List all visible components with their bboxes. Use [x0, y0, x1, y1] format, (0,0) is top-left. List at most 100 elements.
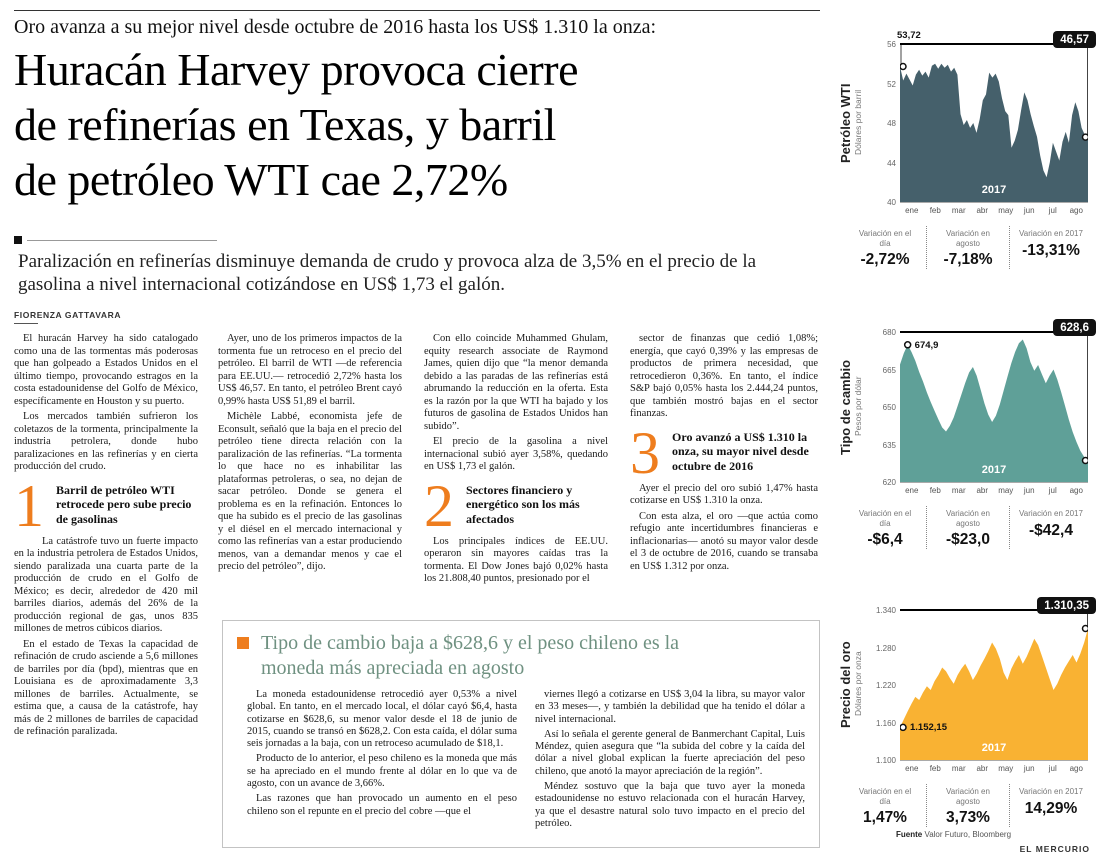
source-label: Fuente: [896, 830, 923, 839]
headline-line-3: de petróleo WTI cae 2,72%: [14, 154, 508, 205]
variation-value: 1,47%: [863, 809, 907, 826]
marker-rule: [27, 240, 217, 241]
chart-title: Petróleo WTI: [838, 83, 853, 163]
variation-label: Variación en 2017: [1019, 229, 1083, 238]
chart-subtitle: Dólares por barril: [853, 89, 863, 155]
series-end-value-badge: 46,57: [1053, 31, 1096, 48]
exchange-chart-plot: 680 665 650 635 620 674,9 628,6 2017: [883, 319, 1096, 487]
x-axis-month: mar: [951, 206, 966, 215]
chart-area-svg: [900, 612, 1088, 760]
variation-label: Variación en 2017: [1019, 509, 1083, 518]
x-axis-month: abr: [976, 206, 989, 215]
paragraph: La moneda estadounidense retrocedió ayer…: [247, 689, 517, 750]
x-axis-month: may: [998, 486, 1014, 495]
variation-cell: Variación en agosto 3,73%: [926, 784, 1009, 827]
chart-block-oro: Precio del oro Dólares por onza 1.340 1.2…: [838, 580, 1096, 838]
variation-value: -$6,4: [867, 531, 903, 548]
gold-variations: Variación en el día 1,47% Variación en ago…: [844, 784, 1092, 827]
y-axis-tick: 620: [882, 478, 896, 487]
subarticle-columns: La moneda estadounidense retrocedió ayer…: [247, 689, 805, 833]
variation-label: Variación en el día: [858, 229, 912, 248]
column-3-intro: Con ello coincide Muhammed Ghulam, equit…: [424, 333, 608, 474]
chart-block-tipo-de-cambio: Tipo de cambio Pesos por dólar 680 665 650…: [838, 302, 1096, 560]
variation-cell: Variación en 2017 -13,31%: [1009, 226, 1092, 269]
x-axis-month: may: [998, 764, 1014, 773]
gold-x-axis: ene feb mar abr may jun jul ago: [900, 764, 1088, 773]
variation-value: -2,72%: [860, 251, 910, 268]
variation-cell: Variación en 2017 14,29%: [1009, 784, 1092, 827]
chart-title: Precio del oro: [838, 641, 853, 729]
byline: FIORENZA GATTAVARA: [14, 310, 121, 324]
variation-cell: Variación en agosto -7,18%: [926, 226, 1009, 269]
headline-line-1: Huracán Harvey provoca cierre: [14, 44, 578, 95]
column-2-body: Ayer, uno de los primeros impactos de la…: [218, 333, 402, 574]
y-axis-tick: 650: [882, 403, 896, 412]
item-3-heading: Oro avanzó a US$ 1.310 la onza, su mayor…: [672, 429, 809, 473]
paragraph: Los mercados también sufrieron los colet…: [14, 411, 198, 472]
x-axis-month: jul: [1048, 206, 1057, 215]
exchange-axis-title: Tipo de cambio Pesos por dólar: [838, 332, 863, 482]
y-axis-tick: 1.220: [875, 681, 896, 690]
y-axis-tick: 635: [882, 440, 896, 450]
item-3-numeral: 3: [630, 419, 660, 486]
variation-value: 3,73%: [946, 809, 990, 826]
chart-area-svg: [900, 44, 1088, 202]
x-axis-month: ago: [1069, 206, 1083, 215]
headline: Huracán Harvey provoca cierre de refiner…: [14, 42, 820, 207]
year-label: 2017: [981, 184, 1007, 196]
variation-value: -7,18%: [943, 251, 993, 268]
x-axis-month: feb: [929, 764, 941, 773]
numbered-item-3: 3 Oro avanzó a US$ 1.310 la onza, su may…: [630, 419, 818, 486]
column-4-body: Ayer el precio del oro subió 1,47% hasta…: [630, 483, 818, 574]
variation-label: Variación en agosto: [946, 509, 990, 528]
x-axis-month: jun: [1023, 764, 1035, 773]
x-axis-month: ene: [905, 486, 919, 495]
x-axis-month: ago: [1069, 486, 1083, 495]
year-label: 2017: [981, 464, 1007, 476]
paragraph: El precio de la gasolina a nivel interna…: [424, 436, 608, 472]
chart-subtitle: Dólares por onza: [853, 651, 863, 717]
numbered-item-1: 1 Barril de petróleo WTI retrocede pero …: [14, 476, 198, 536]
x-axis-month: ago: [1069, 764, 1083, 773]
wti-x-axis: ene feb mar abr may jun jul ago: [900, 206, 1088, 215]
chart-block-wti: Petróleo WTI Dólares por barril 56 52 48 44…: [838, 14, 1096, 280]
byline-rule: [14, 323, 38, 324]
variation-label: Variación en agosto: [946, 787, 990, 806]
y-axis-tick: 680: [882, 328, 896, 337]
column-4-intro: sector de finanzas que cedió 1,08%; ener…: [630, 333, 818, 421]
x-axis-month: jul: [1048, 486, 1057, 495]
article-columns: El huracán Harvey ha sido catalogado com…: [14, 333, 820, 853]
column-2: Ayer, uno de los primeros impactos de la…: [218, 333, 402, 577]
column-4: sector de finanzas que cedió 1,08%; ener…: [630, 333, 818, 576]
wti-chart-plot: 56 52 48 44 40 53,72 46,57 2017: [887, 30, 1096, 207]
y-axis-tick: 665: [882, 365, 896, 375]
variation-label: Variación en el día: [858, 509, 912, 528]
y-axis-tick: 1.100: [875, 756, 896, 765]
top-rule: [14, 10, 820, 11]
y-axis-tick: 52: [887, 79, 896, 89]
deck: Paralización en refinerías disminuye dem…: [18, 251, 757, 295]
wti-variations: Variación en el día -2,72% Variación en ag…: [844, 226, 1092, 269]
variation-cell: Variación en el día -2,72%: [844, 226, 926, 269]
paragraph: Así lo señala el gerente general de Banm…: [535, 728, 805, 777]
column-1-intro: El huracán Harvey ha sido catalogado com…: [14, 333, 198, 474]
x-axis-month: feb: [929, 206, 941, 215]
x-axis-month: mar: [951, 486, 966, 495]
x-axis-month: jun: [1023, 486, 1035, 495]
paragraph: Michèle Labbé, economista jefe de Econsu…: [218, 411, 402, 572]
paragraph: Producto de lo anterior, el peso chileno…: [247, 753, 517, 790]
series-end-value-badge: 1.310,35: [1037, 597, 1096, 614]
exchange-x-axis: ene feb mar abr may jun jul ago: [900, 486, 1088, 495]
y-axis-tick: 44: [887, 158, 896, 168]
chart-area-svg: [900, 334, 1088, 482]
variation-value: 14,29%: [1024, 799, 1078, 817]
x-axis-month: ene: [905, 764, 919, 773]
variation-label: Variación en agosto: [946, 229, 990, 248]
exchange-variations: Variación en el día -$6,4 Variación en ago…: [844, 506, 1092, 549]
subarticle-column-1: La moneda estadounidense retrocedió ayer…: [247, 689, 517, 833]
paragraph: Con ello coincide Muhammed Ghulam, equit…: [424, 333, 608, 432]
series-start-value: 53,72: [897, 30, 921, 41]
series-end-value-badge: 628,6: [1053, 319, 1096, 336]
headline-line-2: de refinerías en Texas, y barril: [14, 99, 556, 150]
source-text: Valor Futuro, Bloomberg: [922, 830, 1012, 839]
